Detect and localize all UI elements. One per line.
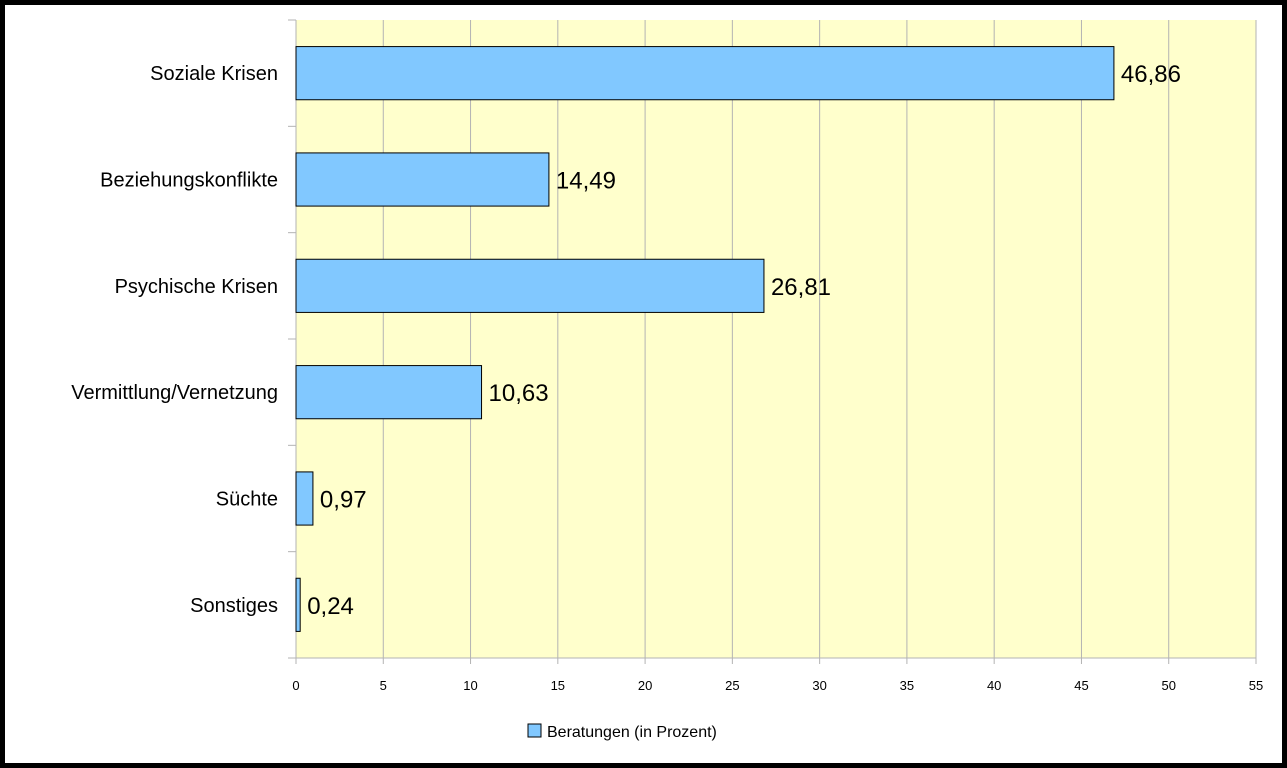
category-label: Vermittlung/Vernetzung [71, 382, 278, 404]
x-tick-label: 45 [1074, 678, 1088, 693]
plot-area [296, 20, 1256, 658]
value-label: 0,97 [320, 487, 367, 514]
x-tick-label: 0 [292, 678, 299, 693]
bars [295, 46, 1115, 632]
value-label: 14,49 [556, 168, 616, 195]
value-label: 0,24 [307, 593, 354, 620]
x-tick-label: 5 [380, 678, 387, 693]
legend-label: Beratungen (in Prozent) [547, 724, 717, 741]
x-tick-label: 35 [900, 678, 914, 693]
category-label: Psychische Krisen [115, 276, 278, 298]
bar [295, 152, 550, 207]
x-tick-label: 25 [725, 678, 739, 693]
bar [295, 365, 483, 420]
bar [295, 258, 765, 313]
category-label: Süchte [216, 489, 278, 511]
bar [295, 471, 314, 526]
bar [295, 46, 1115, 101]
x-tick-label: 30 [812, 678, 826, 693]
category-label: Beziehungskonflikte [100, 170, 278, 192]
legend-swatch [527, 723, 542, 738]
axes: 0 5 10 15 20 25 30 35 40 45 50 55 [288, 19, 1263, 693]
x-tick-label: 20 [638, 678, 652, 693]
x-tick-label: 50 [1161, 678, 1175, 693]
bar [295, 577, 301, 632]
legend: Beratungen (in Prozent) [527, 723, 717, 741]
value-label: 10,63 [489, 380, 549, 407]
x-tick-label: 15 [551, 678, 565, 693]
category-label: Sonstiges [190, 595, 278, 617]
x-tick-label: 10 [463, 678, 477, 693]
x-tick-label: 40 [987, 678, 1001, 693]
labels: Soziale Krisen 46,86 Beziehungskonflikte 14… [71, 61, 1181, 620]
value-label: 46,86 [1121, 61, 1181, 88]
value-label: 26,81 [771, 274, 831, 301]
gridlines [382, 20, 1257, 658]
x-tick-label: 55 [1249, 678, 1263, 693]
category-label: Soziale Krisen [150, 63, 278, 85]
